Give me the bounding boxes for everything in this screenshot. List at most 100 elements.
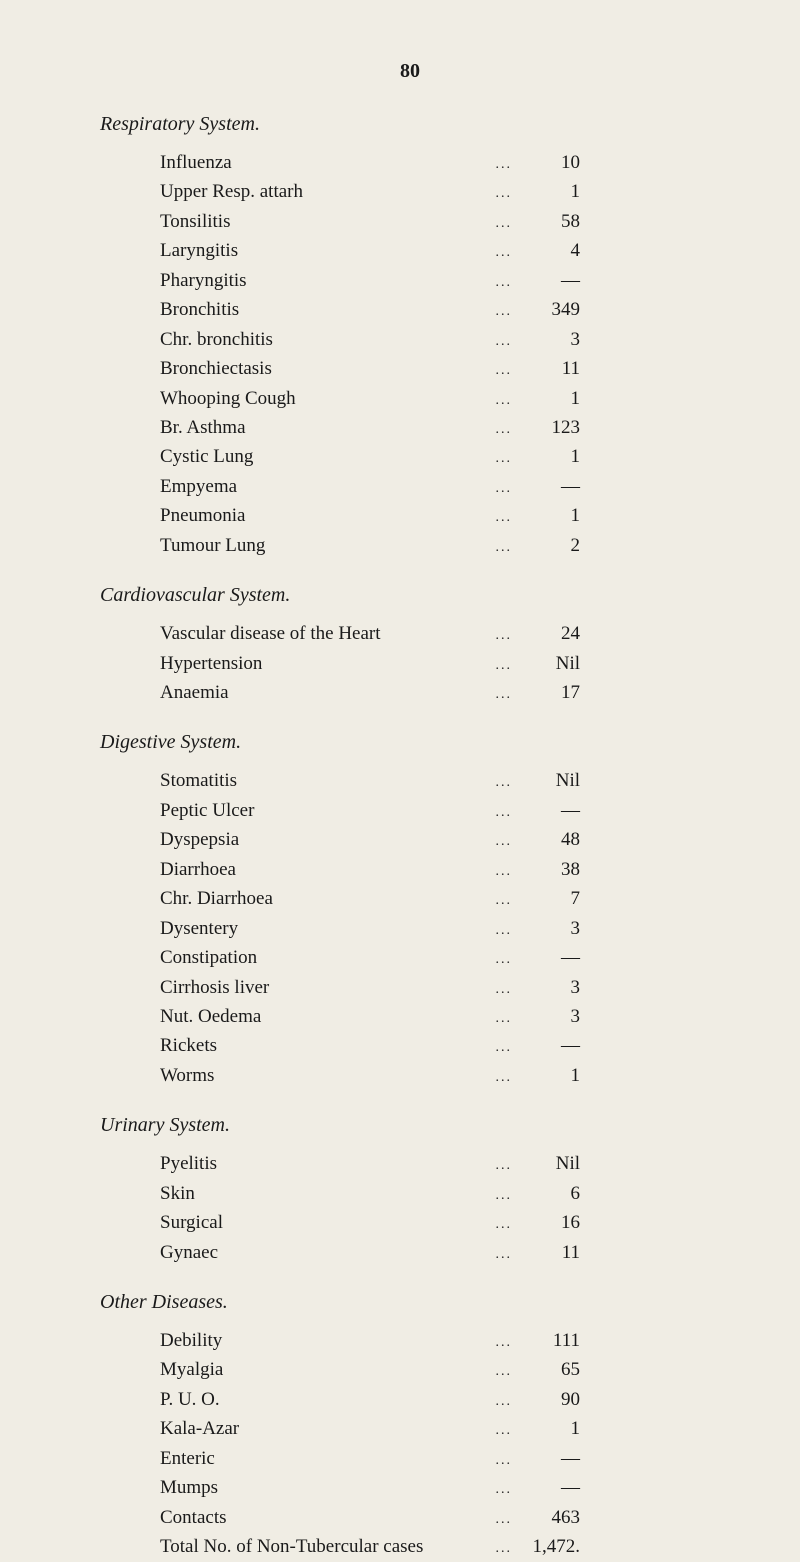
data-row: Skin...6 bbox=[160, 1179, 720, 1208]
leader-dots: ... bbox=[488, 419, 521, 441]
row-label: Worms bbox=[160, 1061, 214, 1090]
row-value: 65 bbox=[520, 1355, 580, 1384]
data-row: Cirrhosis liver...3 bbox=[160, 973, 720, 1002]
row-value: — bbox=[520, 943, 580, 972]
leader-dots: ... bbox=[488, 625, 521, 647]
row-value: 1 bbox=[520, 501, 580, 530]
data-row: Enteric...— bbox=[160, 1444, 720, 1473]
row-value: 3 bbox=[520, 973, 580, 1002]
row-value: Nil bbox=[520, 766, 580, 795]
leader-dots: ... bbox=[488, 920, 521, 942]
row-label: Whooping Cough bbox=[160, 384, 296, 413]
row-value: 11 bbox=[520, 354, 580, 383]
leader-dots: ... bbox=[488, 1479, 521, 1501]
leader-dots: ... bbox=[488, 1420, 521, 1442]
data-row: Influenza...10 bbox=[160, 148, 720, 177]
row-value: 3 bbox=[520, 1002, 580, 1031]
data-row: Myalgia...65 bbox=[160, 1355, 720, 1384]
leader-dots: ... bbox=[488, 331, 521, 353]
row-value: 16 bbox=[520, 1208, 580, 1237]
leader-dots: ... bbox=[488, 890, 521, 912]
leader-dots: ... bbox=[488, 861, 521, 883]
row-label: Rickets bbox=[160, 1031, 217, 1060]
row-label: P. U. O. bbox=[160, 1385, 220, 1414]
row-label: Pyelitis bbox=[160, 1149, 217, 1178]
leader-dots: ... bbox=[488, 301, 521, 323]
data-row: Dysentery...3 bbox=[160, 914, 720, 943]
row-label: Surgical bbox=[160, 1208, 223, 1237]
data-row: Surgical...16 bbox=[160, 1208, 720, 1237]
row-label: Myalgia bbox=[160, 1355, 223, 1384]
row-label: Influenza bbox=[160, 148, 232, 177]
row-value: 1,472. bbox=[520, 1532, 580, 1561]
row-label: Total No. of Non-Tubercular cases bbox=[160, 1532, 423, 1561]
row-label: Nut. Oedema bbox=[160, 1002, 261, 1031]
data-row: Nut. Oedema...3 bbox=[160, 1002, 720, 1031]
data-row: Vascular disease of the Heart...24 bbox=[160, 619, 720, 648]
leader-dots: ... bbox=[488, 1185, 521, 1207]
data-row: Stomatitis...Nil bbox=[160, 766, 720, 795]
row-label: Anaemia bbox=[160, 678, 229, 707]
leader-dots: ... bbox=[488, 772, 521, 794]
leader-dots: ... bbox=[488, 655, 521, 677]
leader-dots: ... bbox=[488, 1244, 521, 1266]
leader-dots: ... bbox=[488, 213, 521, 235]
section-title: Digestive System. bbox=[100, 731, 720, 754]
row-value: 4 bbox=[520, 236, 580, 265]
row-value: 463 bbox=[520, 1503, 580, 1532]
row-label: Dysentery bbox=[160, 914, 238, 943]
data-row: Cystic Lung...1 bbox=[160, 442, 720, 471]
row-label: Upper Resp. attarh bbox=[160, 177, 303, 206]
row-label: Skin bbox=[160, 1179, 195, 1208]
row-value: 1 bbox=[520, 1414, 580, 1443]
row-label: Cirrhosis liver bbox=[160, 973, 269, 1002]
data-row: Bronchitis...349 bbox=[160, 295, 720, 324]
page-number: 80 bbox=[100, 60, 720, 83]
row-label: Contacts bbox=[160, 1503, 227, 1532]
data-row: Chr. bronchitis...3 bbox=[160, 325, 720, 354]
data-row: Br. Asthma...123 bbox=[160, 413, 720, 442]
data-row: Contacts...463 bbox=[160, 1503, 720, 1532]
row-value: 1 bbox=[520, 442, 580, 471]
leader-dots: ... bbox=[488, 1008, 521, 1030]
leader-dots: ... bbox=[488, 1067, 521, 1089]
leader-dots: ... bbox=[488, 802, 521, 824]
section-title: Cardiovascular System. bbox=[100, 584, 720, 607]
row-label: Empyema bbox=[160, 472, 237, 501]
row-value: 17 bbox=[520, 678, 580, 707]
row-value: 24 bbox=[520, 619, 580, 648]
row-label: Gynaec bbox=[160, 1238, 218, 1267]
row-label: Pneumonia bbox=[160, 501, 246, 530]
leader-dots: ... bbox=[488, 1391, 521, 1413]
row-label: Dyspepsia bbox=[160, 825, 239, 854]
row-label: Tumour Lung bbox=[160, 531, 265, 560]
row-value: 7 bbox=[520, 884, 580, 913]
row-label: Constipation bbox=[160, 943, 257, 972]
row-label: Mumps bbox=[160, 1473, 218, 1502]
leader-dots: ... bbox=[488, 1155, 521, 1177]
leader-dots: ... bbox=[488, 1361, 521, 1383]
row-value: 11 bbox=[520, 1238, 580, 1267]
data-row: Total No. of Non-Tubercular cases...1,47… bbox=[160, 1532, 720, 1561]
leader-dots: ... bbox=[488, 979, 521, 1001]
data-row: Laryngitis...4 bbox=[160, 236, 720, 265]
document-page: 80 Respiratory System.Influenza...10Uppe… bbox=[0, 0, 800, 1466]
leader-dots: ... bbox=[488, 1214, 521, 1236]
leader-dots: ... bbox=[488, 183, 521, 205]
row-value: Nil bbox=[520, 649, 580, 678]
leader-dots: ... bbox=[488, 154, 521, 176]
row-label: Chr. Diarrhoea bbox=[160, 884, 273, 913]
leader-dots: ... bbox=[488, 831, 521, 853]
row-value: — bbox=[520, 796, 580, 825]
leader-dots: ... bbox=[488, 1538, 521, 1560]
row-label: Diarrhoea bbox=[160, 855, 236, 884]
leader-dots: ... bbox=[488, 272, 521, 294]
data-row: Dyspepsia...48 bbox=[160, 825, 720, 854]
row-value: 349 bbox=[520, 295, 580, 324]
data-row: Peptic Ulcer...— bbox=[160, 796, 720, 825]
leader-dots: ... bbox=[488, 537, 521, 559]
row-value: 1 bbox=[520, 1061, 580, 1090]
section-title: Other Diseases. bbox=[100, 1291, 720, 1314]
row-label: Enteric bbox=[160, 1444, 215, 1473]
data-row: Mumps...— bbox=[160, 1473, 720, 1502]
